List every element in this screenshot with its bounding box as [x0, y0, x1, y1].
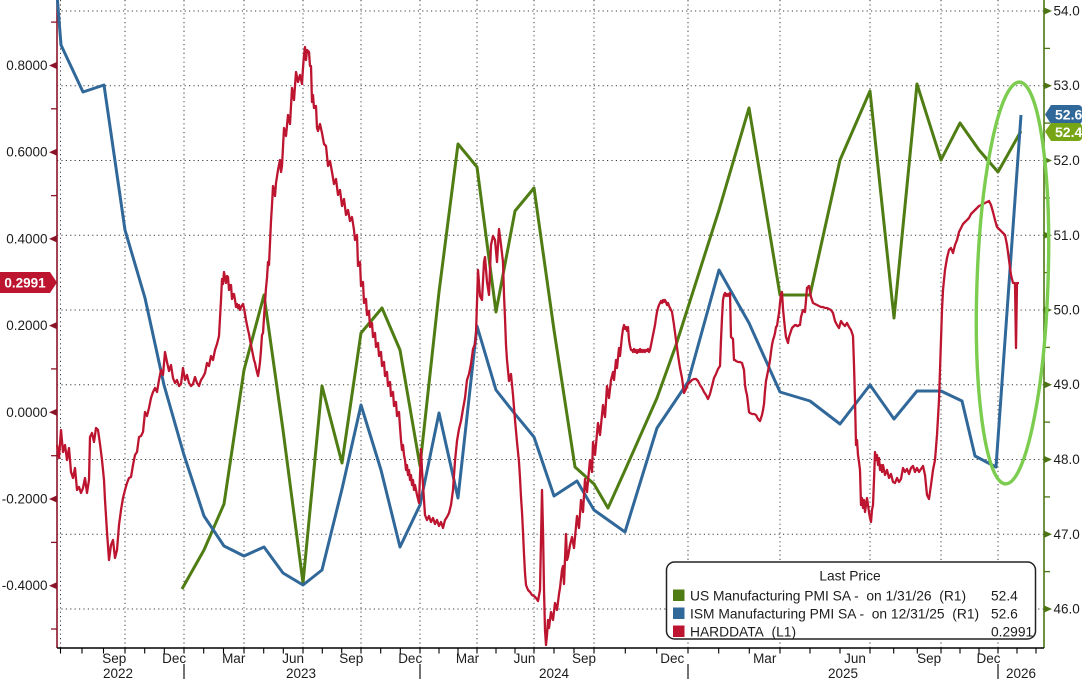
svg-text:-0.4000: -0.4000	[2, 578, 48, 593]
svg-text:2025: 2025	[828, 666, 858, 679]
svg-text:Jun: Jun	[844, 651, 866, 666]
svg-text:50.0: 50.0	[1054, 303, 1080, 318]
svg-text:0.0000: 0.0000	[6, 405, 47, 420]
svg-text:52.6: 52.6	[1055, 107, 1082, 123]
svg-text:Dec: Dec	[162, 651, 186, 666]
svg-text:0.8000: 0.8000	[6, 58, 47, 73]
svg-text:2022: 2022	[103, 666, 133, 679]
svg-text:Sep: Sep	[917, 651, 941, 666]
svg-text:Mar: Mar	[753, 651, 777, 666]
svg-text:Mar: Mar	[456, 651, 480, 666]
svg-text:52.4: 52.4	[991, 589, 1018, 604]
svg-text:49.0: 49.0	[1054, 377, 1080, 392]
svg-text:0.2000: 0.2000	[6, 318, 47, 333]
svg-text:Mar: Mar	[222, 651, 246, 666]
svg-text:Dec: Dec	[660, 651, 684, 666]
svg-text:53.0: 53.0	[1054, 78, 1080, 93]
svg-text:US Manufacturing PMI SA - on: US Manufacturing PMI SA - on 1/31/26 (R1…	[690, 589, 966, 604]
svg-text:Sep: Sep	[102, 651, 126, 666]
svg-text:Last Price: Last Price	[819, 569, 881, 584]
svg-text:46.0: 46.0	[1054, 602, 1080, 617]
svg-text:2023: 2023	[286, 666, 316, 679]
svg-text:Jun: Jun	[514, 651, 536, 666]
svg-text:54.0: 54.0	[1054, 4, 1080, 19]
svg-text:0.2991: 0.2991	[4, 276, 46, 291]
svg-text:48.0: 48.0	[1054, 452, 1080, 467]
svg-text:Sep: Sep	[572, 651, 596, 666]
svg-text:-0.2000: -0.2000	[2, 492, 48, 507]
svg-text:52.4: 52.4	[1055, 124, 1082, 140]
svg-text:0.6000: 0.6000	[6, 145, 47, 160]
svg-text:52.0: 52.0	[1054, 153, 1080, 168]
svg-text:Sep: Sep	[339, 651, 363, 666]
svg-text:Jun: Jun	[282, 651, 304, 666]
svg-text:Dec: Dec	[976, 651, 1000, 666]
svg-text:2024: 2024	[539, 666, 570, 679]
svg-text:Dec: Dec	[398, 651, 422, 666]
svg-text:HARDDATA (L1): HARDDATA (L1)	[690, 625, 796, 640]
svg-text:0.4000: 0.4000	[6, 231, 47, 246]
svg-text:47.0: 47.0	[1054, 527, 1080, 542]
svg-text:52.6: 52.6	[991, 607, 1018, 622]
svg-text:ISM Manufacturing PMI SA - on: ISM Manufacturing PMI SA - on 12/31/25 (…	[690, 607, 979, 622]
svg-text:2026: 2026	[1006, 666, 1036, 679]
svg-text:51.0: 51.0	[1054, 228, 1080, 243]
svg-text:0.2991: 0.2991	[991, 625, 1033, 640]
